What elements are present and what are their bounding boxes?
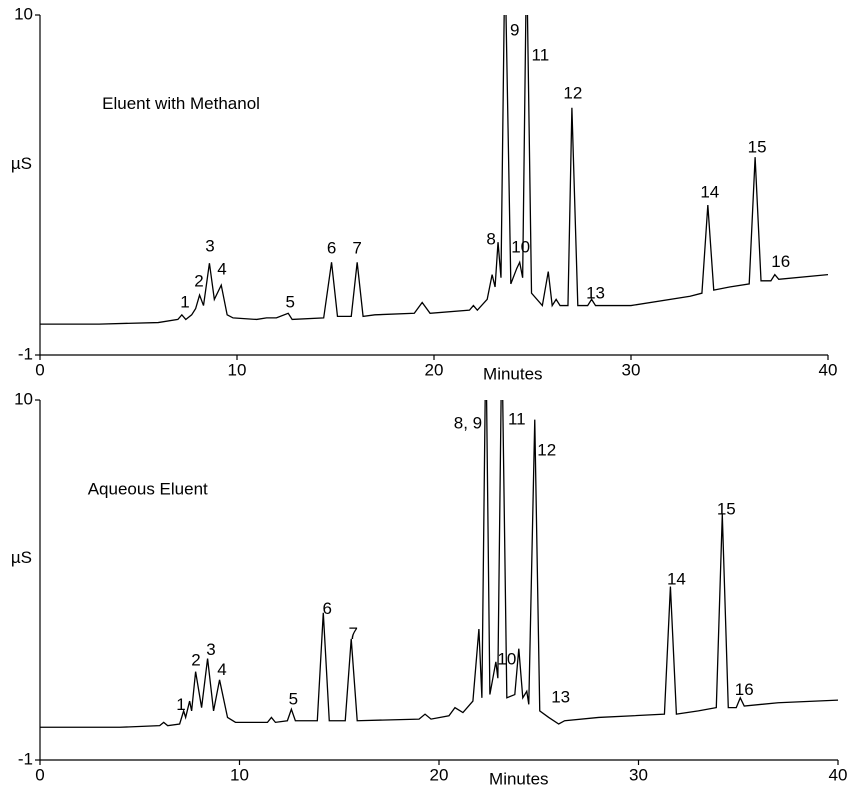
peak-label: 6 [327,238,336,257]
y-axis-label: µS [11,548,32,567]
peak-label: 5 [285,293,294,312]
x-tick-label: 40 [829,765,848,784]
x-axis-label: Minutes [483,364,543,383]
peak-label: 3 [206,640,215,659]
peak-label: 5 [289,690,298,709]
y-tick-label: 10 [14,389,33,408]
x-tick-label: 20 [425,360,444,379]
peak-label: 15 [748,137,767,156]
peak-label: 4 [217,660,226,679]
peak-label: 7 [352,238,361,257]
x-tick-label: 10 [228,360,247,379]
peak-label: 6 [323,599,332,618]
trace [40,400,838,728]
peak-label: 1 [176,695,185,714]
y-tick-label: -1 [18,749,33,768]
peak-label: 12 [563,84,582,103]
x-tick-label: 10 [230,765,249,784]
y-tick-label: 10 [14,4,33,23]
peak-label: 13 [551,688,570,707]
peak-label: Aqueous Eluent [88,479,208,498]
peak-label: 16 [735,680,754,699]
peak-label: 11 [508,409,526,428]
x-tick-label: 30 [622,360,641,379]
x-axis-label: Minutes [489,769,549,788]
peak-label: 11 [532,46,550,65]
x-tick-label: 40 [819,360,838,379]
trace [40,15,828,325]
peak-label: 16 [771,252,790,271]
peak-label: 2 [191,651,200,670]
peak-label: 4 [217,259,226,278]
peak-label: 3 [205,236,214,255]
peak-label: 1 [180,293,189,312]
y-axis-label: µS [11,154,32,173]
peak-label: Eluent with Methanol [102,94,260,113]
y-tick-label: -1 [18,344,33,363]
peak-label: 14 [700,183,719,202]
peak-label: 13 [586,284,605,303]
peak-label: 14 [667,569,686,588]
x-tick-label: 0 [35,360,44,379]
peak-label: 12 [537,441,556,460]
x-tick-label: 20 [430,765,449,784]
peak-label: 9 [510,21,519,40]
peak-label: 10 [511,238,530,257]
peak-label: 2 [194,272,203,291]
peak-label: 10 [497,650,516,669]
peak-label: 15 [717,499,736,518]
chart-panel: -1 10 0 10 20 30 40 Minutes µS Eluent with Methan… [11,4,838,383]
peak-label: 7 [348,624,357,643]
peak-label: 8 [486,230,495,249]
x-tick-label: 0 [35,765,44,784]
peak-label: 8, 9 [454,413,482,432]
x-tick-label: 30 [629,765,648,784]
